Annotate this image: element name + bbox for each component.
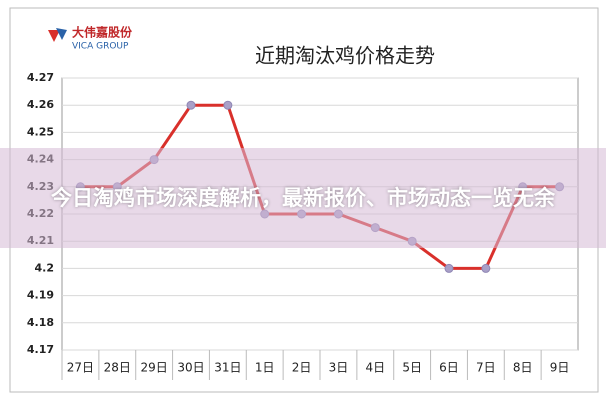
y-tick-label: 4.25: [27, 125, 54, 138]
x-tick-label: 29日: [141, 361, 168, 375]
x-tick-label: 4日: [365, 361, 385, 375]
y-tick-label: 4.26: [27, 98, 54, 111]
price-point: [444, 263, 454, 273]
logo-icon: [48, 30, 60, 42]
y-tick-label: 4.18: [27, 316, 54, 329]
y-tick-label: 4.17: [27, 343, 54, 356]
x-tick-label: 9日: [550, 361, 570, 375]
price-point: [481, 263, 491, 273]
x-tick-label: 8日: [513, 361, 533, 375]
overlay-banner: 今日淘鸡市场深度解析，最新报价、市场动态一览无余: [0, 148, 606, 248]
price-point: [186, 100, 196, 110]
x-tick-label: 7日: [476, 361, 496, 375]
x-tick-label: 28日: [104, 361, 131, 375]
x-tick-label: 3日: [329, 361, 349, 375]
y-tick-label: 4.2: [35, 261, 55, 274]
x-tick-label: 30日: [177, 361, 204, 375]
chart-title: 近期淘汰鸡价格走势: [255, 44, 435, 68]
x-tick-label: 6日: [439, 361, 459, 375]
y-tick-label: 4.19: [27, 289, 54, 302]
logo-en: VICA GROUP: [72, 42, 129, 52]
x-tick-label: 5日: [402, 361, 422, 375]
logo-name: 大伟嘉股份: [72, 25, 133, 40]
price-point: [223, 100, 233, 110]
overlay-text: 今日淘鸡市场深度解析，最新报价、市场动态一览无余: [51, 186, 555, 210]
y-tick-label: 4.27: [27, 71, 54, 84]
x-tick-label: 31日: [214, 361, 241, 375]
x-tick-label: 2日: [292, 361, 312, 375]
x-tick-label: 1日: [255, 361, 275, 375]
x-tick-label: 27日: [67, 361, 94, 375]
logo-icon: [56, 28, 67, 40]
